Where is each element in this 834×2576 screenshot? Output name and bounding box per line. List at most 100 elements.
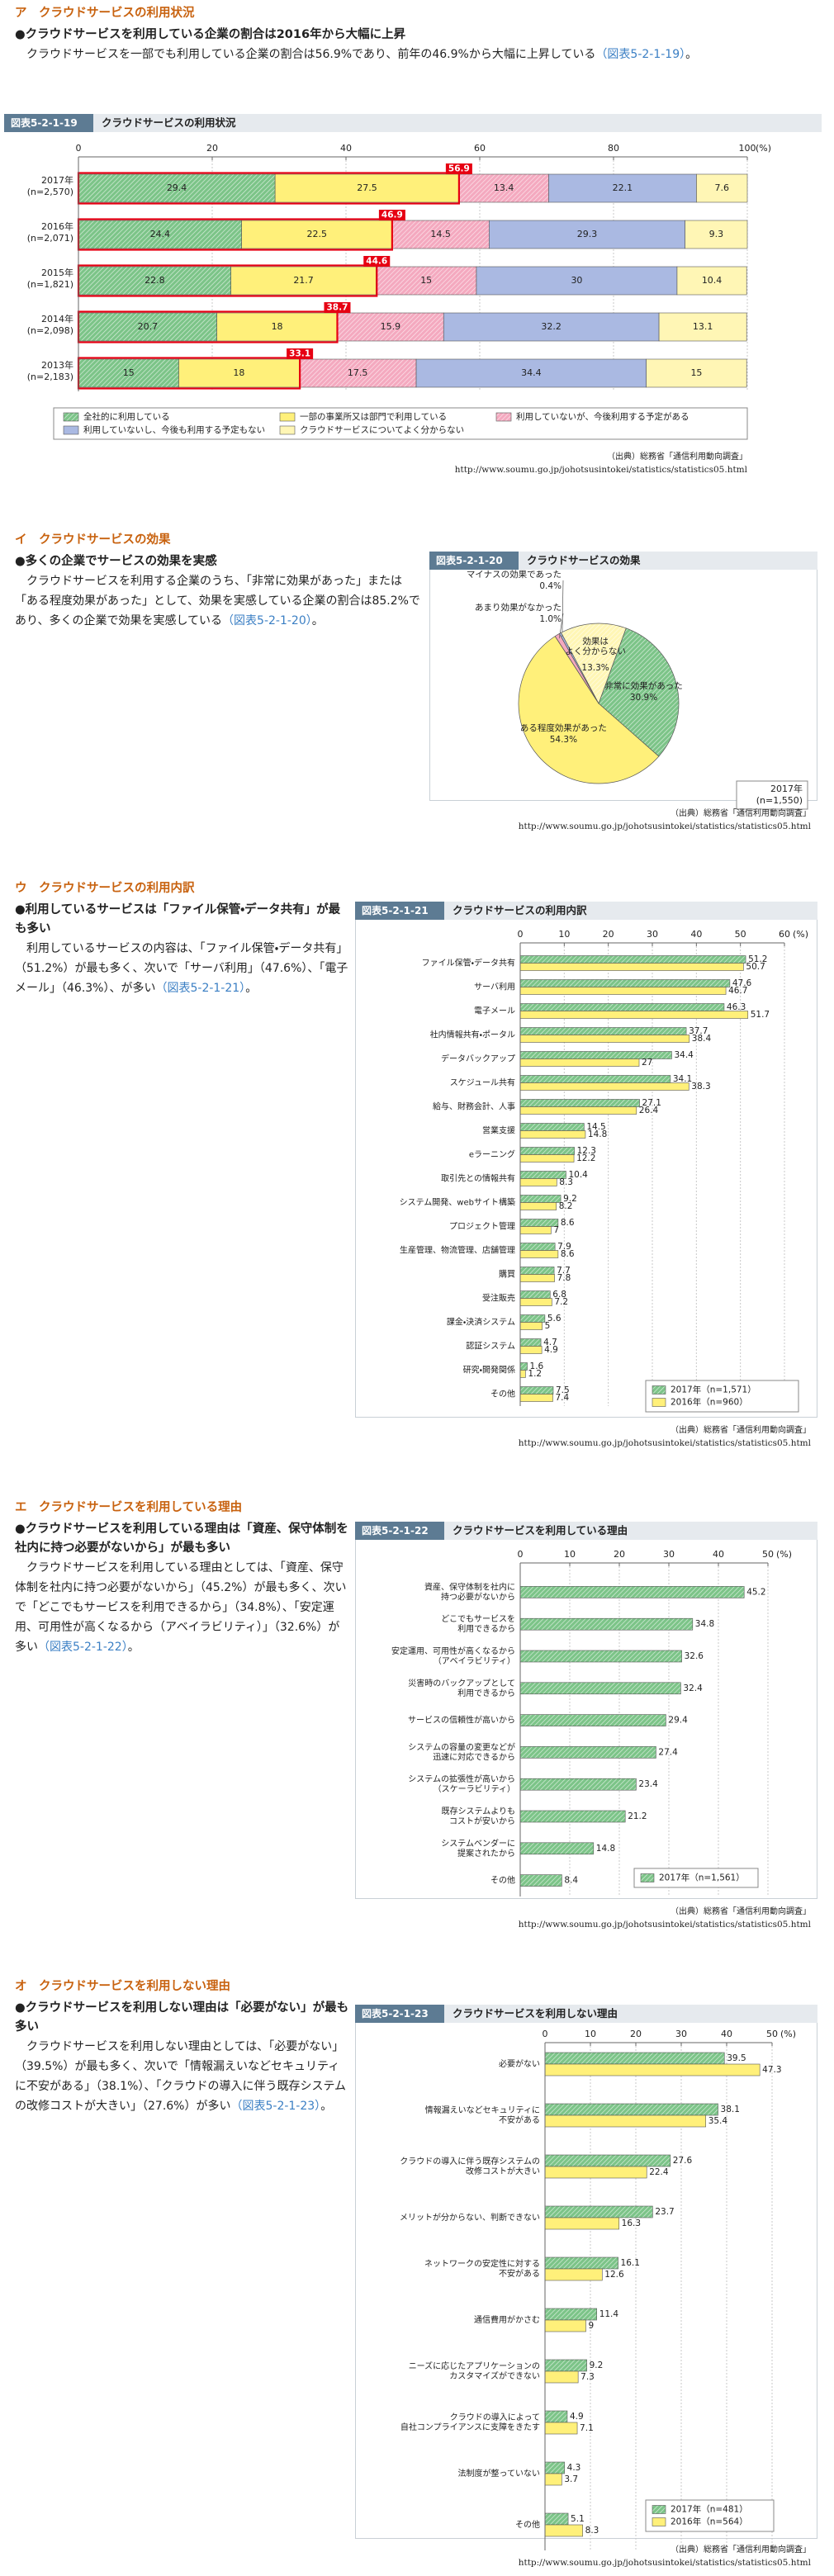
- legend-box: [645, 2499, 775, 2532]
- bar-segment: [298, 358, 417, 388]
- bar: [544, 2422, 578, 2435]
- slice-value: 13.3%: [581, 663, 609, 673]
- body-span: クラウドサービスを一部でも利用している企業の割合は56.9%であり、前年の46.…: [26, 48, 596, 61]
- chart-label-box: [429, 552, 519, 570]
- bar-segment: [78, 220, 242, 249]
- value-label: 8.3: [559, 1177, 573, 1187]
- highlight-label-bg: [363, 256, 391, 267]
- x-tick-label: 30: [675, 2029, 687, 2039]
- bar-segment: [696, 173, 748, 203]
- chart: 図表5-2-1-22 クラウドサービスを利用している理由 0 10 20 30 40 50 (%…: [355, 1522, 817, 1930]
- segment-label: 15: [690, 367, 702, 378]
- section-heading: エ クラウドサービスを利用している理由: [15, 1501, 243, 1514]
- segment-label: 17.5: [348, 367, 368, 378]
- source-url: http://www.soumu.go.jp/johotsusintokei/s…: [519, 822, 812, 831]
- value-label: 14.8: [588, 1129, 607, 1139]
- value-label: 51.2: [748, 954, 767, 964]
- x-tick-label: 20: [630, 2029, 642, 2039]
- x-tick-label: 60: [779, 929, 790, 940]
- category-label: クラウドの導入によって自社コンプライアンスに支障をきたす: [400, 2412, 540, 2432]
- figure-reference: （図表5-2-1-21）: [155, 982, 246, 995]
- category-label: 資産、保守体制を社内に持つ必要がないから: [424, 1581, 515, 1602]
- bar: [519, 987, 727, 995]
- legend-box: [645, 1380, 799, 1413]
- value-label: 7.3: [580, 2372, 595, 2382]
- section: イ クラウドサービスの効果 ●多くの企業でサービスの効果を実感 クラウドサービスを利…: [15, 530, 424, 631]
- bar: [519, 1130, 586, 1139]
- value-label: 12.2: [576, 1153, 595, 1163]
- value-label: 29.4: [668, 1716, 688, 1726]
- chart-label: 図表5-2-1-23: [362, 2007, 429, 2020]
- category-label: 取引先との情報共有: [441, 1173, 515, 1184]
- segment-label: 30: [571, 275, 582, 286]
- value-label: 9: [589, 2321, 595, 2331]
- highlight-label: 44.6: [366, 257, 387, 267]
- value-label: 34.4: [674, 1050, 694, 1060]
- value-label: 27: [642, 1058, 652, 1068]
- x-unit: (%): [780, 2029, 796, 2039]
- value-label: 5.1: [571, 2514, 585, 2524]
- bar: [519, 1243, 556, 1251]
- segment-label: 22.1: [613, 182, 633, 193]
- x-tick-label: 50: [766, 2029, 778, 2039]
- highlight-label: 38.7: [327, 303, 348, 313]
- x-tick-label: 0: [518, 1549, 524, 1560]
- value-label: 4.7: [543, 1338, 557, 1347]
- bar: [544, 2052, 725, 2065]
- bar: [519, 1099, 640, 1107]
- note: 2017年(n=1,550): [756, 783, 803, 806]
- value-label: 47.3: [762, 2065, 781, 2075]
- bar: [544, 2205, 653, 2218]
- body-span: 。: [245, 982, 258, 995]
- slice-name: 効果はよく分からない: [565, 637, 626, 656]
- chart-label: 図表5-2-1-19: [11, 116, 78, 129]
- category-label: 安定運用、可用性が高くなるから（アベイラビリティ）: [391, 1646, 515, 1666]
- leader-line: [562, 580, 564, 637]
- category-label: 法制度が整っていない: [458, 2468, 541, 2479]
- slice-value: 30.9%: [630, 693, 657, 703]
- value-label: 8.4: [564, 1876, 578, 1886]
- value-label: 10.4: [568, 1170, 588, 1180]
- bar-segment: [548, 173, 697, 203]
- bar: [519, 1362, 528, 1371]
- bar: [519, 1314, 546, 1323]
- section-heading: オ クラウドサービスを利用しない理由: [15, 1980, 230, 1993]
- x-tick-label: 20: [206, 143, 218, 154]
- highlight-label: 56.9: [448, 164, 470, 174]
- bar: [519, 1011, 749, 1019]
- bar: [544, 2473, 562, 2486]
- chart-label: 図表5-2-1-21: [362, 904, 429, 916]
- figure-reference: （図表5-2-1-23）: [230, 2100, 321, 2113]
- value-label: 47.6: [732, 978, 752, 988]
- segment-label: 14.5: [430, 229, 451, 239]
- segment-label: 13.1: [693, 321, 713, 332]
- segment-label: 27.5: [357, 182, 377, 193]
- bar: [519, 1586, 745, 1598]
- bar-segment: [274, 173, 460, 203]
- value-label: 32.6: [685, 1651, 704, 1661]
- bar: [544, 2217, 619, 2230]
- value-label: 26.4: [639, 1106, 659, 1115]
- value-label: 7.1: [580, 2423, 594, 2433]
- x-tick-label: 0: [518, 929, 524, 940]
- category-note: (n=1,821): [27, 279, 73, 290]
- legend-swatch: [279, 412, 296, 422]
- x-tick-label: 10: [564, 1549, 576, 1560]
- bar: [519, 1267, 555, 1275]
- x-tick-label: 40: [340, 143, 352, 154]
- bar: [519, 1714, 666, 1726]
- value-label: 4.9: [570, 2412, 584, 2422]
- category-note: (n=2,570): [27, 187, 73, 197]
- value-label: 8.6: [561, 1249, 575, 1259]
- value-label: 27.1: [642, 1098, 661, 1108]
- value-label: 8.2: [559, 1201, 573, 1211]
- bar: [519, 1250, 559, 1258]
- value-label: 38.3: [691, 1082, 710, 1091]
- chart: 図表5-2-1-19 クラウドサービスの利用状況 0 20 40 60 80 100 (%) 20…: [4, 114, 822, 475]
- legend-label: 利用していないし、今後も利用する予定もない: [83, 424, 265, 435]
- category-label: どこでもサービスを利用できるから: [441, 1614, 515, 1634]
- chart-title: クラウドサービスの利用内訳: [453, 904, 587, 916]
- value-label: 3.7: [564, 2474, 578, 2484]
- category-label: 課金・決済システム: [447, 1317, 515, 1328]
- bar: [519, 1147, 575, 1155]
